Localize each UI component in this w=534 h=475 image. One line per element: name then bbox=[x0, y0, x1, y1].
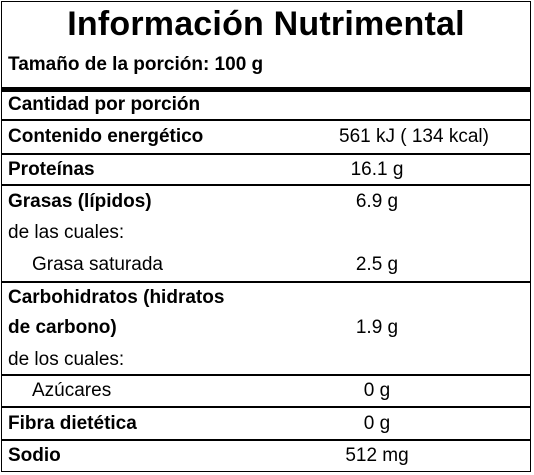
panel-title: Información Nutrimental bbox=[67, 5, 465, 43]
protein-label: Proteínas bbox=[8, 159, 95, 180]
carbs-sub-label: de los cuales: bbox=[8, 349, 125, 370]
saturated-fat-label: Grasa saturada bbox=[32, 254, 163, 275]
saturated-fat-value: 2.5 g bbox=[355, 254, 399, 275]
fat-value: 6.9 g bbox=[355, 191, 399, 212]
row-divider bbox=[2, 184, 530, 186]
carbs-value: 1.9 g bbox=[355, 317, 399, 338]
protein-value: 16.1 g bbox=[350, 159, 404, 180]
serving-size: Tamaño de la porción: 100 g bbox=[8, 54, 264, 75]
carbs-label-line-1: Carbohidratos (hidratos bbox=[8, 287, 225, 308]
fat-sub-label: de las cuales: bbox=[8, 222, 125, 243]
carbs-label-line-2: de carbono) bbox=[8, 317, 117, 338]
fiber-value: 0 g bbox=[363, 413, 391, 434]
sodium-value: 512 mg bbox=[345, 445, 409, 466]
row-divider bbox=[2, 406, 530, 408]
sugars-value: 0 g bbox=[363, 380, 391, 401]
row-divider bbox=[2, 439, 530, 441]
row-divider bbox=[2, 119, 530, 121]
sugars-label: Azúcares bbox=[32, 380, 112, 401]
fat-label: Grasas (lípidos) bbox=[8, 191, 152, 212]
sodium-label: Sodio bbox=[8, 445, 61, 466]
row-divider bbox=[2, 281, 530, 283]
energy-label: Contenido energético bbox=[8, 126, 204, 147]
energy-value: 561 kJ ( 134 kcal) bbox=[339, 126, 489, 147]
fiber-label: Fibra dietética bbox=[8, 413, 137, 434]
thick-divider bbox=[2, 87, 530, 92]
amount-per-serving-header: Cantidad por porción bbox=[8, 94, 201, 115]
row-divider bbox=[2, 374, 530, 376]
row-divider bbox=[2, 153, 530, 155]
